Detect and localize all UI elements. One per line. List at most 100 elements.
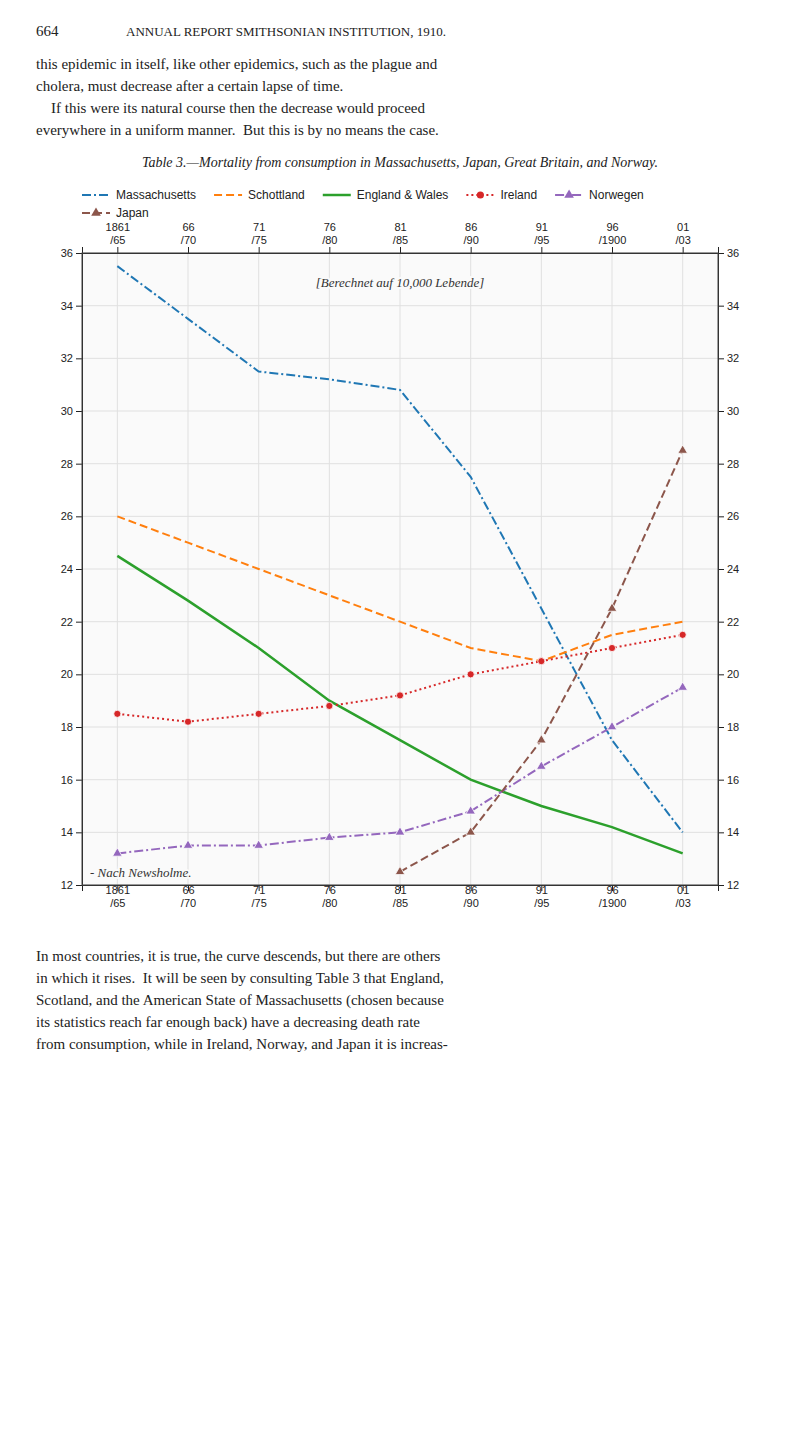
- y-tick-label: 20: [727, 668, 739, 680]
- legend-item: Norwegen: [555, 188, 644, 202]
- tick-label-part: /80: [322, 234, 337, 246]
- legend-swatch: [323, 194, 351, 197]
- y-tick-label: 32: [61, 352, 73, 364]
- tick-label-part: 76: [324, 884, 336, 896]
- tick-label-part: 66: [182, 221, 194, 233]
- y-axis-right: 12141618202224262830323436: [718, 247, 739, 891]
- x-tick-label: 81/85: [393, 221, 408, 246]
- x-tick-label: 76/80: [322, 884, 337, 909]
- y-tick: 30: [61, 405, 82, 417]
- tick-label-part: 91: [536, 221, 548, 233]
- grid-line-x: [470, 253, 471, 885]
- x-tick-mark: [471, 247, 472, 253]
- y-tick-mark: [76, 253, 82, 254]
- legend-label: Norwegen: [589, 188, 644, 202]
- x-tick: 91/95: [534, 884, 549, 909]
- legend-item: Massachusetts: [82, 188, 196, 202]
- y-tick-label: 34: [61, 300, 73, 312]
- legend-swatch: [214, 194, 242, 196]
- text-line: Scotland, and the American State of Mass…: [36, 989, 764, 1011]
- text-line: In most countries, it is true, the curve…: [36, 945, 764, 967]
- y-tick: 30: [718, 405, 739, 417]
- x-tick-label: 91/95: [534, 884, 549, 909]
- legend-swatch: [82, 194, 110, 196]
- y-tick: 16: [61, 774, 82, 786]
- y-tick-mark: [76, 622, 82, 623]
- tick-label-part: /95: [534, 234, 549, 246]
- page-number: 664: [36, 20, 126, 42]
- tick-label-part: 96: [606, 221, 618, 233]
- x-tick: 81/85: [393, 884, 408, 909]
- series-line: [117, 516, 682, 661]
- y-tick-label: 14: [727, 826, 739, 838]
- y-tick-mark: [718, 885, 724, 886]
- y-tick: 28: [61, 458, 82, 470]
- series-marker: [607, 603, 617, 611]
- grid: [82, 253, 718, 885]
- y-tick-mark: [718, 569, 724, 570]
- y-tick-mark: [76, 674, 82, 675]
- text-line: everywhere in a uniform manner. But this…: [36, 119, 764, 141]
- y-tick-label: 34: [727, 300, 739, 312]
- series-marker: [325, 832, 335, 840]
- tick-label-part: /95: [534, 897, 549, 909]
- y-tick-label: 16: [727, 774, 739, 786]
- y-tick: 22: [61, 616, 82, 628]
- series-marker: [114, 710, 121, 717]
- tick-label-part: /70: [181, 897, 196, 909]
- x-tick: 01/03: [676, 221, 691, 253]
- y-tick-label: 28: [61, 458, 73, 470]
- x-tick-mark: [329, 247, 330, 253]
- x-tick-label: 86/90: [464, 221, 479, 246]
- legend-marker: [477, 191, 484, 198]
- series-line: [117, 266, 682, 832]
- legend-item: Schottland: [214, 188, 305, 202]
- grid-line-x: [612, 253, 613, 885]
- y-tick-mark: [718, 306, 724, 307]
- y-tick: 36: [718, 247, 739, 259]
- y-tick-mark: [718, 832, 724, 833]
- y-tick-mark: [76, 832, 82, 833]
- tick-label-part: 86: [465, 884, 477, 896]
- x-tick-mark: [117, 247, 118, 253]
- legend: MassachusettsSchottlandEngland & WalesIr…: [82, 188, 644, 220]
- x-tick: 96/1900: [599, 221, 627, 253]
- tick-label-part: /85: [393, 234, 408, 246]
- x-tick-mark: [612, 247, 613, 253]
- series-marker: [184, 718, 191, 725]
- axis-line: [719, 254, 725, 886]
- chart: 1861/6566/7071/7576/8081/8586/9091/9596/…: [36, 179, 764, 939]
- y-tick-label: 24: [727, 563, 739, 575]
- y-tick-label: 26: [61, 510, 73, 522]
- tick-label-part: /65: [110, 897, 125, 909]
- text-line: in which it rises. It will be seen by co…: [36, 967, 764, 989]
- x-tick: 1861/65: [106, 884, 130, 909]
- x-tick-label: 71/75: [252, 884, 267, 909]
- series-marker: [607, 721, 617, 729]
- series-line: [117, 556, 682, 854]
- y-tick: 12: [718, 879, 739, 891]
- running-head: ANNUAL REPORT SMITHSONIAN INSTITUTION, 1…: [126, 24, 446, 39]
- text-line: from consumption, while in Ireland, Norw…: [36, 1033, 764, 1055]
- tick-label-part: /1900: [599, 234, 627, 246]
- y-tick: 32: [718, 352, 739, 364]
- grid-line-x: [329, 253, 330, 885]
- x-tick-label: 81/85: [393, 884, 408, 909]
- x-tick-label: 96/1900: [599, 884, 627, 909]
- y-tick-label: 32: [727, 352, 739, 364]
- legend-item: Ireland: [466, 188, 537, 202]
- series-marker: [326, 702, 333, 709]
- tick-label-part: /85: [393, 897, 408, 909]
- marks: [113, 266, 688, 874]
- plot: 1861/6566/7071/7576/8081/8586/9091/9596/…: [61, 221, 740, 908]
- plot-frame: [82, 253, 718, 885]
- y-tick: 34: [61, 300, 82, 312]
- y-tick: 18: [718, 721, 739, 733]
- y-tick: 24: [718, 563, 739, 575]
- text-block: In most countries, it is true, the curve…: [36, 945, 764, 1055]
- x-tick: 91/95: [534, 221, 549, 253]
- y-tick-label: 22: [61, 616, 73, 628]
- y-tick: 14: [718, 826, 739, 838]
- y-tick: 24: [61, 563, 82, 575]
- series-marker: [466, 806, 476, 814]
